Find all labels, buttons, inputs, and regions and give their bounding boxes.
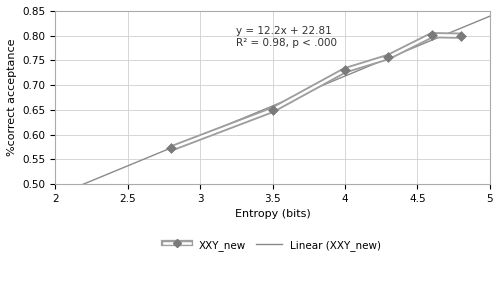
Y-axis label: %correct acceptance: %correct acceptance <box>7 39 17 156</box>
Point <box>268 108 276 112</box>
Legend: XXY_new, Linear (XXY_new): XXY_new, Linear (XXY_new) <box>160 235 386 255</box>
Text: y = 12.2x + 22.81
R² = 0.98, p < .000: y = 12.2x + 22.81 R² = 0.98, p < .000 <box>236 26 338 48</box>
X-axis label: Entropy (bits): Entropy (bits) <box>234 209 310 219</box>
Point <box>428 33 436 37</box>
Point <box>167 146 175 151</box>
Point <box>457 33 465 38</box>
Point <box>341 68 349 72</box>
Point <box>384 55 392 59</box>
